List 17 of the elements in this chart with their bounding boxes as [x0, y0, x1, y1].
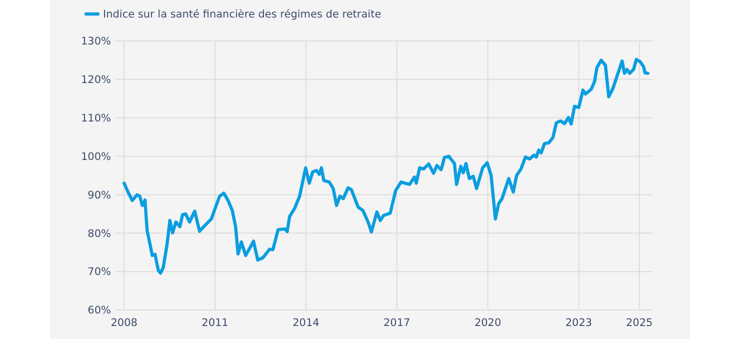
x-tick-label: 2020 — [474, 317, 502, 329]
y-tick-label: 60% — [88, 304, 112, 317]
x-tick-label: 2008 — [110, 317, 138, 329]
x-tick-label: 2017 — [384, 317, 410, 329]
y-tick-label: 110% — [80, 112, 112, 125]
x-tick-label: 2023 — [565, 317, 592, 329]
x-tick-label: 2014 — [292, 317, 320, 329]
y-tick-label: 100% — [80, 150, 112, 163]
y-tick-label: 130% — [80, 36, 112, 48]
x-tick-label: 2025 — [626, 317, 653, 329]
x-tick-label: 2011 — [202, 317, 228, 329]
y-tick-label: 90% — [88, 189, 112, 202]
y-tick-label: 120% — [80, 74, 112, 86]
legend-label: Indice sur la santé financière des régimes de retraite — [103, 8, 382, 21]
y-tick-label: 80% — [88, 228, 112, 240]
line-series — [122, 58, 650, 275]
y-tick-label: 70% — [88, 266, 112, 278]
